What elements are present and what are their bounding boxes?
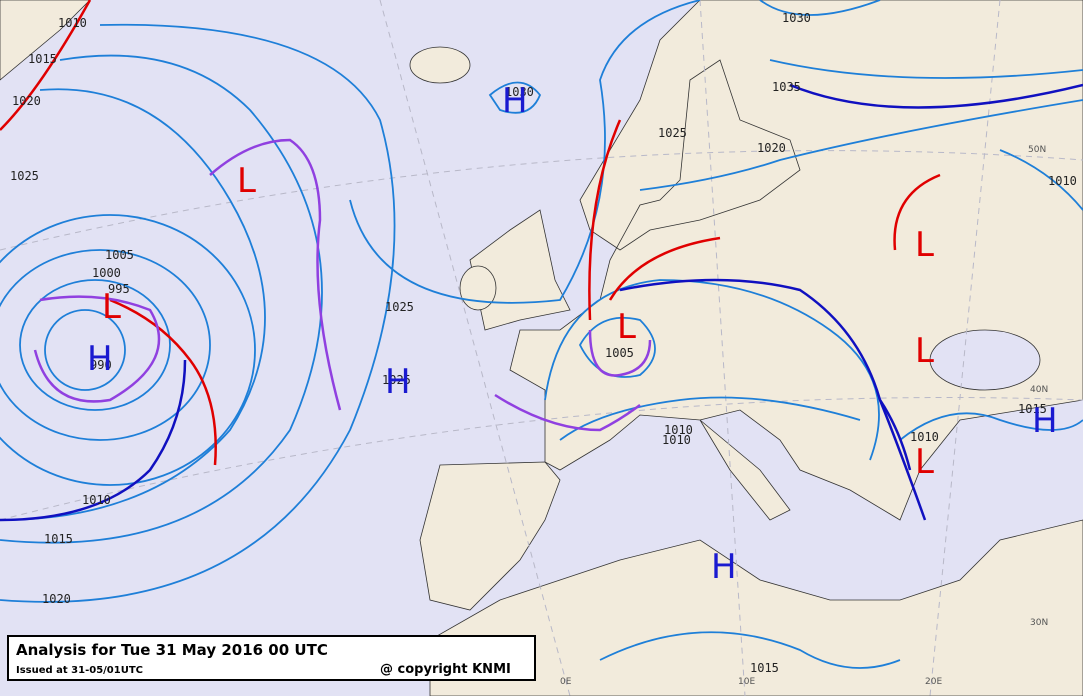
pressure-center: L (102, 287, 121, 327)
graticule-label: 30N (1030, 618, 1048, 628)
graticule-label: 0E (560, 677, 572, 687)
isobar-label: 1015 (28, 52, 57, 66)
isobar-label: 1020 (757, 141, 786, 155)
isobar-label: 1025 (658, 126, 687, 140)
pressure-center: L (915, 442, 934, 482)
issued: Issued at 31-05/01UTC (16, 665, 143, 676)
isobars (0, 0, 1083, 669)
isobar-label: 1020 (12, 94, 41, 108)
copyright: @ copyright KNMI (380, 662, 511, 677)
title: Analysis for Tue 31 May 2016 00 UTC (16, 641, 328, 659)
pressure-center: L (915, 225, 934, 265)
pressure-center: L (915, 331, 934, 371)
isobar-label: 1015 (1018, 402, 1047, 416)
pressure-center: H (1032, 401, 1058, 441)
fronts (0, 0, 1083, 522)
isobar-label: 1000 (92, 266, 121, 280)
isobar-label: 1030 (782, 11, 811, 25)
isobar-label: 1010 (664, 423, 693, 437)
isobar-label: 990 (90, 358, 112, 372)
isobar-label: 1005 (105, 248, 134, 262)
pressure-center: H (502, 81, 528, 121)
isobar-label: 1030 (505, 85, 534, 99)
isobar-label: 1025 (385, 300, 414, 314)
isobar-label: 1010 (1048, 174, 1077, 188)
pressure-center: L (617, 307, 636, 347)
isobar-label: 1015 (750, 661, 779, 675)
graticule-label: 10E (738, 677, 755, 687)
pressure-center: H (711, 547, 737, 587)
isobar-label: 1005 (605, 346, 634, 360)
isobar-label: 1020 (42, 592, 71, 606)
pressure-center: H (385, 362, 411, 402)
graticule-label: 50N (1028, 145, 1046, 155)
isobar-label: 1025 (382, 373, 411, 387)
graticule-label: 20E (925, 677, 942, 687)
isobar-label: 1015 (44, 532, 73, 546)
isobar-label: 1035 (772, 80, 801, 94)
isobar-label: 1025 (10, 169, 39, 183)
pressure-center: H (87, 339, 113, 379)
title-box (7, 635, 536, 681)
isobar-label: 1010 (662, 433, 691, 447)
pressure-center: L (237, 161, 256, 201)
graticule-label: 40N (1030, 385, 1048, 395)
isobar-label: 1010 (58, 16, 87, 30)
isobar-label: 995 (108, 282, 130, 296)
isobar-label: 1010 (910, 430, 939, 444)
isobar-label: 1010 (82, 493, 111, 507)
